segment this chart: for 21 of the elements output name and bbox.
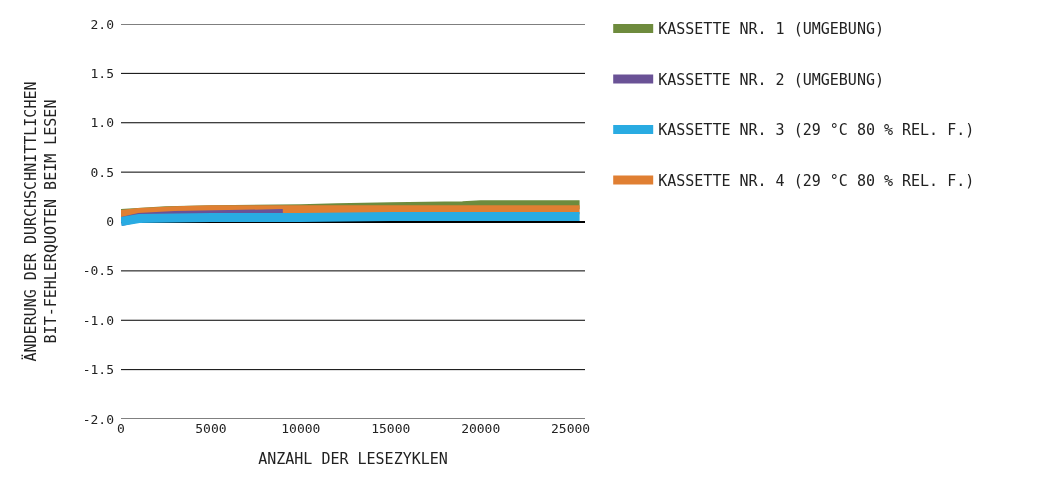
legend-label: KASSETTE NR. 2 (UMGEBUNG) bbox=[658, 70, 884, 89]
y-tick-label: 1.0 bbox=[90, 115, 114, 131]
x-tick-label: 15000 bbox=[371, 421, 411, 436]
x-tick-label: 0 bbox=[117, 421, 125, 436]
legend-label: KASSETTE NR. 1 (UMGEBUNG) bbox=[658, 20, 884, 39]
legend-label: KASSETTE NR. 4 (29 °C 80 % REL. F.) bbox=[658, 171, 975, 190]
y-tick-label: -1.0 bbox=[82, 312, 114, 328]
x-tick-label: 20000 bbox=[461, 421, 501, 436]
x-tick-label: 25000 bbox=[551, 421, 591, 436]
y-axis-title: ÄNDERUNG DER DURCHSCHNITTLICHEN BIT-FEHLERQUOTEN BEIM LESEN bbox=[21, 81, 60, 362]
x-tick-label: 10000 bbox=[281, 421, 321, 436]
y-tick-label: 1.5 bbox=[90, 65, 114, 81]
y-tick-label: 0 bbox=[106, 214, 114, 230]
y-tick-label: -1.5 bbox=[82, 362, 114, 378]
x-axis-title: ANZAHL DER LESEZYKLEN bbox=[258, 450, 448, 468]
y-tick-label: 2.0 bbox=[90, 16, 114, 32]
y-tick-label: 0.5 bbox=[90, 164, 114, 180]
x-tick-label: 5000 bbox=[195, 421, 227, 436]
y-tick-label: -0.5 bbox=[82, 263, 114, 279]
legend-label: KASSETTE NR. 3 (29 °C 80 % REL. F.) bbox=[658, 121, 975, 140]
y-tick-label: -2.0 bbox=[82, 411, 114, 427]
